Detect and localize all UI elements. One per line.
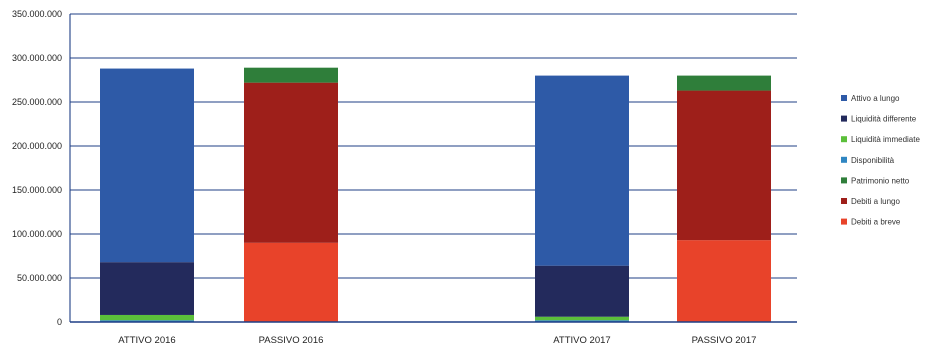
x-axis-category-labels: ATTIVO 2016 PASSIVO 2016 ATTIVO 2017 PASSIV… (118, 335, 756, 346)
y-tick-label: 250.000.000 (12, 97, 62, 107)
bar-segment-debiti-a-lungo-1 (244, 82, 338, 243)
legend-label: Liquidità immediate (851, 135, 920, 144)
legend-swatch (841, 177, 847, 184)
bar-segment-patrimonio-netto-3 (677, 75, 771, 91)
legend-swatch (841, 136, 847, 143)
category-label: ATTIVO 2016 (118, 335, 175, 346)
bar-segment-patrimonio-netto-1 (244, 67, 338, 83)
axes (69, 14, 797, 323)
legend: Attivo a lungo Liquidità differente Liquid… (841, 94, 920, 227)
bar-segment-debiti-a-breve-3 (677, 240, 771, 322)
legend-swatch (841, 115, 847, 122)
bar-segment-liquidit-immediate-0 (100, 314, 194, 321)
bar-segment-disponibilit--0 (100, 320, 194, 322)
legend-label: Debiti a lungo (851, 197, 900, 206)
bar-segment-disponibilit--2 (535, 320, 629, 322)
bars (100, 67, 771, 322)
bar-segment-liquidit-differite-2 (535, 265, 629, 317)
y-tick-label: 350.000.000 (12, 9, 62, 19)
bar-segment-debiti-a-breve-1 (244, 242, 338, 322)
y-tick-label: 300.000.000 (12, 53, 62, 63)
legend-label: Patrimonio netto (851, 176, 910, 185)
legend-label: Liquidità differente (851, 115, 917, 124)
y-tick-label: 0 (57, 317, 62, 327)
y-tick-label: 150.000.000 (12, 185, 62, 195)
y-tick-label: 50.000.000 (17, 273, 62, 283)
y-tick-label: 200.000.000 (12, 141, 62, 151)
legend-label: Debiti a breve (851, 218, 901, 227)
legend-label: Disponibilità (851, 156, 895, 165)
legend-swatch (841, 218, 847, 225)
bar-segment-liquidit-immediate-2 (535, 316, 629, 321)
bar-segment-liquidit-differite-0 (100, 262, 194, 315)
category-label: ATTIVO 2017 (553, 335, 610, 346)
legend-swatch (841, 198, 847, 204)
bar-segment-debiti-a-lungo-3 (677, 90, 771, 241)
legend-label: Attivo a lungo (851, 94, 900, 103)
bar-segment-attivo-a-lungo-0 (100, 68, 194, 263)
y-tick-label: 100.000.000 (12, 229, 62, 239)
y-axis-tick-labels: 0 50.000.000 100.000.000 150.000.000 200.000… (12, 9, 62, 327)
legend-swatch (841, 156, 847, 163)
legend-swatch (841, 95, 847, 101)
bar-segment-attivo-a-lungo-2 (535, 75, 629, 266)
category-label: PASSIVO 2017 (692, 335, 757, 346)
category-label: PASSIVO 2016 (259, 335, 324, 346)
